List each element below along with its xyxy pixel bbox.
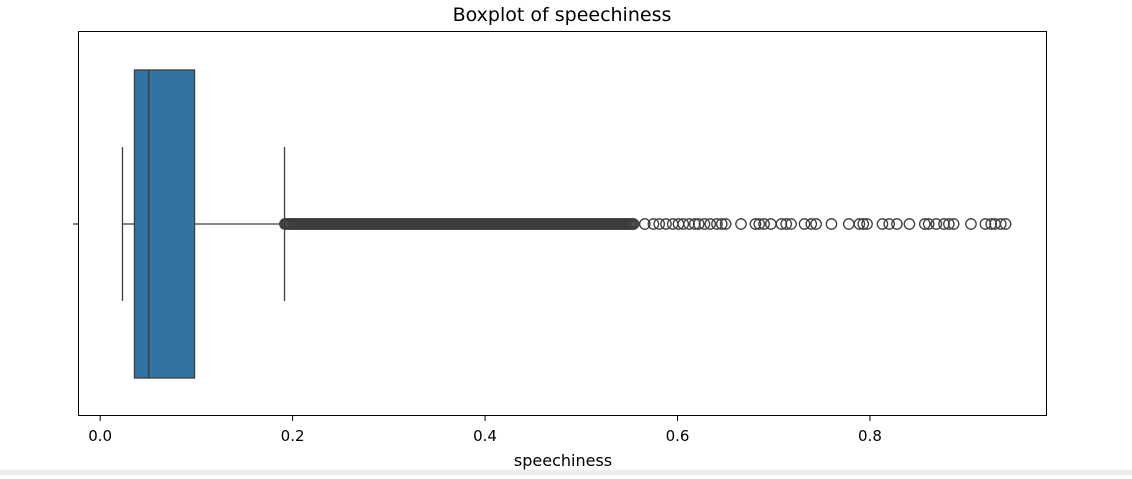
outlier-point xyxy=(711,218,723,230)
outlier-point xyxy=(638,218,651,230)
iqr-box xyxy=(133,69,196,379)
outlier-point xyxy=(918,218,931,230)
outlier-point xyxy=(683,218,695,230)
outlier-point xyxy=(719,218,732,230)
outlier-point xyxy=(930,218,943,230)
outlier-point xyxy=(825,218,838,230)
outlier-point xyxy=(965,218,977,230)
outlier-point xyxy=(735,218,747,230)
x-tick-label: 0.4 xyxy=(473,427,497,445)
outlier-point xyxy=(677,218,690,230)
outlier-point xyxy=(842,218,855,230)
x-tick-label: 0.6 xyxy=(666,427,690,445)
outlier-point xyxy=(653,218,666,230)
outlier-point xyxy=(883,218,896,230)
outlier-point xyxy=(753,218,766,230)
outlier-point xyxy=(903,218,916,230)
outlier-point xyxy=(627,218,640,230)
x-tick-label: 0.2 xyxy=(281,427,305,445)
outlier-point xyxy=(891,218,903,230)
plot-layer xyxy=(121,69,1012,379)
outlier-point xyxy=(775,218,788,230)
outlier-point xyxy=(785,218,797,230)
outlier-point xyxy=(853,218,866,230)
outlier-point xyxy=(704,218,717,230)
outlier-point xyxy=(780,218,793,230)
outlier-point xyxy=(876,218,889,230)
outlier-point xyxy=(698,218,711,230)
outlier-point xyxy=(810,218,822,230)
outlier-point xyxy=(688,218,701,230)
outlier-point xyxy=(947,218,960,230)
outlier-point xyxy=(999,218,1012,230)
outlier-point xyxy=(861,218,873,230)
outlier-point xyxy=(660,218,672,230)
footer-strip xyxy=(0,470,1132,475)
outlier-point xyxy=(692,218,705,230)
outlier-point xyxy=(985,218,998,230)
chart-title: Boxplot of speechiness xyxy=(453,4,672,26)
outlier-point xyxy=(805,218,818,230)
outlier-point xyxy=(647,218,660,230)
x-tick-label: 0.8 xyxy=(858,427,882,445)
outlier-point xyxy=(942,218,955,230)
outlier-point xyxy=(749,218,762,230)
outlier-point xyxy=(798,218,811,230)
axes-frame xyxy=(78,31,1047,416)
outlier-point xyxy=(758,218,770,230)
x-axis-label: speechiness xyxy=(514,451,612,470)
outlier-point xyxy=(994,218,1007,230)
outlier-point xyxy=(979,218,992,230)
outlier-point xyxy=(715,218,728,230)
outlier-point xyxy=(922,218,935,230)
outlier-point xyxy=(938,218,950,230)
outlier-point xyxy=(857,218,870,230)
x-axis-ticks: 0.0 0.2 0.4 0.6 0.8 xyxy=(88,416,882,445)
outlier-point xyxy=(764,218,777,230)
x-tick-label: 0.0 xyxy=(88,427,112,445)
